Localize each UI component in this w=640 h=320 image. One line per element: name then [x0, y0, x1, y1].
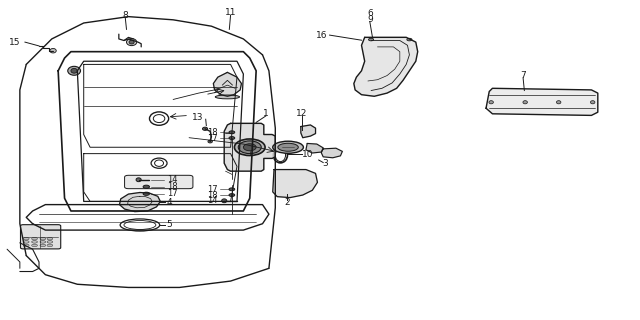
Text: 11: 11 — [225, 8, 236, 17]
Ellipse shape — [215, 95, 239, 99]
Ellipse shape — [278, 143, 298, 151]
Ellipse shape — [50, 49, 56, 53]
Ellipse shape — [369, 38, 374, 41]
Text: 10: 10 — [302, 150, 314, 159]
Ellipse shape — [202, 127, 207, 130]
Text: 17: 17 — [167, 189, 177, 198]
Polygon shape — [224, 123, 275, 171]
Ellipse shape — [40, 241, 45, 243]
Polygon shape — [120, 193, 161, 212]
Ellipse shape — [24, 244, 29, 247]
Text: 1: 1 — [263, 109, 269, 118]
FancyBboxPatch shape — [20, 225, 61, 249]
Ellipse shape — [238, 141, 261, 154]
Polygon shape — [486, 88, 598, 116]
Polygon shape — [321, 148, 342, 158]
Text: 7: 7 — [520, 71, 526, 80]
Text: 13: 13 — [191, 114, 203, 123]
Text: 17: 17 — [207, 185, 218, 194]
Ellipse shape — [489, 101, 493, 104]
Ellipse shape — [229, 131, 235, 134]
Ellipse shape — [407, 38, 412, 41]
Text: 18: 18 — [207, 128, 218, 137]
Ellipse shape — [234, 139, 265, 156]
Ellipse shape — [229, 194, 235, 196]
Ellipse shape — [129, 40, 134, 44]
Ellipse shape — [24, 237, 29, 240]
Ellipse shape — [591, 101, 595, 104]
Ellipse shape — [243, 144, 256, 151]
Ellipse shape — [556, 101, 561, 104]
Text: 14: 14 — [207, 196, 218, 205]
Polygon shape — [354, 37, 418, 96]
Ellipse shape — [221, 199, 227, 203]
Polygon shape — [306, 143, 323, 153]
Text: 18: 18 — [207, 190, 218, 200]
Text: 3: 3 — [322, 159, 328, 168]
Ellipse shape — [208, 140, 212, 143]
Polygon shape — [213, 72, 241, 96]
Text: 14: 14 — [167, 175, 177, 184]
FancyBboxPatch shape — [125, 175, 193, 189]
Ellipse shape — [40, 244, 45, 247]
Text: 18: 18 — [167, 182, 177, 191]
Text: 5: 5 — [167, 220, 173, 229]
Ellipse shape — [136, 178, 141, 182]
Polygon shape — [273, 170, 317, 197]
Ellipse shape — [229, 137, 235, 140]
Ellipse shape — [31, 237, 37, 240]
Text: 6: 6 — [367, 9, 372, 18]
Text: 12: 12 — [296, 109, 308, 118]
Ellipse shape — [68, 66, 81, 75]
Ellipse shape — [143, 192, 150, 196]
Ellipse shape — [40, 237, 45, 240]
Ellipse shape — [47, 244, 52, 247]
Text: 15: 15 — [9, 38, 20, 47]
Text: 17: 17 — [207, 133, 218, 142]
Text: 2: 2 — [284, 197, 290, 206]
Text: 9: 9 — [367, 15, 372, 24]
Ellipse shape — [523, 101, 527, 104]
Ellipse shape — [229, 188, 235, 191]
Ellipse shape — [127, 39, 137, 46]
Ellipse shape — [143, 185, 150, 188]
Polygon shape — [301, 125, 316, 138]
Ellipse shape — [47, 241, 52, 243]
Text: 4: 4 — [167, 197, 172, 206]
Text: 16: 16 — [316, 31, 327, 40]
Ellipse shape — [24, 241, 29, 243]
Text: 8: 8 — [122, 11, 128, 20]
Ellipse shape — [31, 241, 37, 243]
Ellipse shape — [71, 68, 77, 73]
Ellipse shape — [31, 244, 37, 247]
Ellipse shape — [47, 237, 52, 240]
Ellipse shape — [273, 141, 303, 153]
